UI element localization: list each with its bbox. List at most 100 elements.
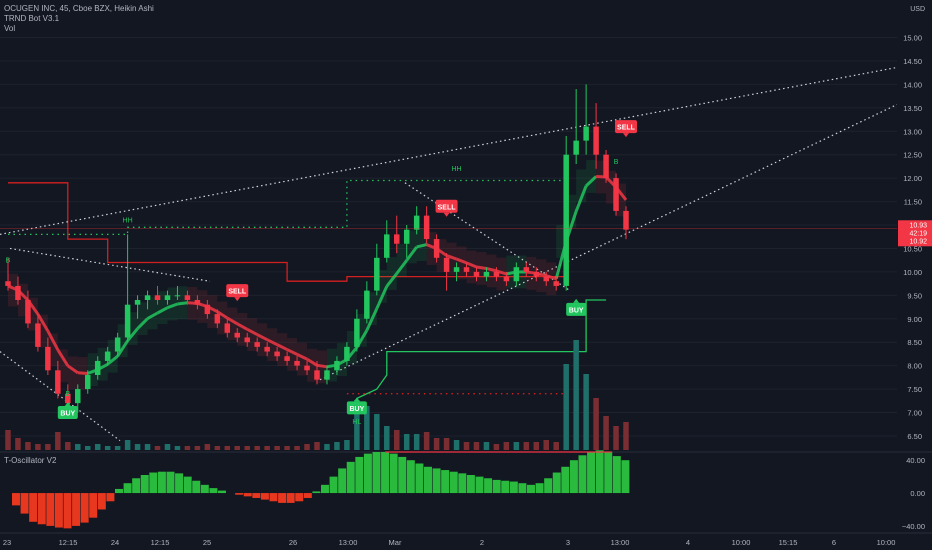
oscillator-bar [561, 466, 570, 494]
volume-bar [364, 406, 370, 450]
trend-ribbon-segment [286, 348, 298, 356]
trend-cloud-segment [127, 312, 138, 345]
candle-body [104, 351, 111, 361]
oscillator-title[interactable]: T-Oscillator V2 [4, 456, 57, 465]
time-tick-label: 13:00 [611, 538, 630, 547]
oscillator-bar [149, 472, 158, 494]
swing-annotation: B [614, 159, 619, 166]
candle-body [134, 300, 141, 305]
price-axis-bg [897, 0, 932, 550]
trail-stop-green [356, 299, 607, 399]
price-tick-label: 11.50 [904, 198, 922, 207]
oscillator-bar [303, 493, 312, 498]
trendline-down-1 [9, 247, 211, 282]
volume-bar [463, 442, 470, 450]
candle-body [314, 370, 320, 380]
trend-cloud-segment [257, 323, 268, 357]
sell-signal-label: SELL [617, 125, 636, 132]
time-tick-label: 10:00 [877, 538, 896, 547]
time-tick-label: 2 [480, 538, 484, 547]
trend-ribbon-segment [316, 363, 328, 369]
trend-cloud-segment [336, 343, 347, 377]
candle-body [65, 393, 71, 404]
trend-cloud-segment [8, 273, 18, 307]
trend-ribbon-segment [46, 330, 60, 351]
time-tick-label: 3 [566, 538, 570, 547]
price-tick-label: 8.50 [907, 338, 922, 347]
price-tick-label: 15.00 [903, 34, 922, 43]
oscillator-bar [37, 493, 46, 525]
candle-body [114, 337, 121, 352]
volume-bar [294, 446, 300, 450]
trend-cloud-segment [396, 243, 407, 277]
signal-pointer [623, 133, 629, 138]
oscillator-bar [80, 493, 89, 523]
trend-ribbon-segment [246, 328, 258, 336]
candle-body [194, 300, 201, 305]
trendline-layer [0, 60, 932, 442]
volume-bar [304, 444, 310, 450]
volume-bar [124, 440, 131, 450]
candle-body [154, 295, 161, 300]
oscillator-bar [12, 493, 20, 506]
trend-ribbon-segment [77, 371, 88, 375]
price-tick-label: 6.50 [907, 432, 922, 441]
volume-bar [513, 442, 520, 450]
trend-cloud-segment [317, 350, 327, 384]
trend-cloud-segment [207, 295, 218, 329]
indicator-trnd-bot[interactable]: TRND Bot V3.1 [4, 14, 60, 23]
oscillator-bar [166, 471, 175, 494]
trend-ribbon-segment [456, 257, 468, 265]
trend-cloud-segment [107, 339, 118, 373]
oscillator-bar [29, 493, 38, 522]
volume-bar [503, 442, 510, 450]
oscillator-bar [501, 480, 510, 494]
buy-signal-label: BUY [569, 307, 584, 314]
oscillator-bar [252, 493, 261, 498]
oscillator-bar [63, 493, 72, 529]
volume-bar [493, 444, 500, 450]
trend-ribbon-segment [446, 254, 458, 261]
candle-body [513, 267, 520, 282]
volume-bar [583, 374, 589, 450]
time-axis: 23 12:15 24 12:15 25 26 13:00 Mar 2 3 13:00 4 10:00 1… [0, 532, 932, 547]
volume-bar [613, 426, 619, 450]
trend-ribbon-segment [476, 265, 487, 270]
trend-cloud-segment [516, 255, 527, 289]
trend-cloud-segment [506, 255, 517, 289]
indicator-volume[interactable]: Vol [4, 24, 16, 33]
volume-bar [134, 444, 141, 450]
oscillator-bar [346, 461, 355, 494]
candle-body [393, 234, 400, 244]
volume-bar [94, 444, 101, 450]
candle-body [413, 215, 420, 230]
oscillator-bar [218, 490, 226, 494]
trend-ribbon-segment [385, 272, 398, 288]
oscillator-bar [157, 471, 166, 494]
candle-body [543, 276, 550, 282]
volume-bar [374, 414, 380, 450]
candle-body [483, 271, 490, 277]
candle-body [553, 281, 559, 286]
candle-body [523, 267, 530, 272]
volume-bar [204, 444, 211, 450]
swing-annotation: HH [451, 166, 461, 173]
price-tick-label: 14.50 [903, 57, 922, 66]
candle-body [204, 304, 211, 315]
symbol-title[interactable]: OCUGEN INC, 45, Cboe BZX, Heikin Ashi [4, 4, 154, 13]
trend-cloud-segment [466, 250, 477, 284]
trend-cloud-segment [606, 170, 617, 204]
trend-ribbon-segment [66, 364, 79, 375]
oscillator-bar [243, 493, 252, 497]
oscillator-bar [372, 452, 381, 494]
trend-ribbon-segment [276, 343, 288, 351]
volume-bar [284, 446, 290, 450]
trend-cloud-segment [227, 307, 238, 341]
trend-cloud-segment [97, 347, 108, 381]
candle-body [224, 323, 231, 333]
oscillator-bar [269, 493, 278, 502]
candle-body [623, 210, 629, 230]
candle-layer [5, 84, 629, 413]
trend-cloud-segment [386, 257, 397, 290]
